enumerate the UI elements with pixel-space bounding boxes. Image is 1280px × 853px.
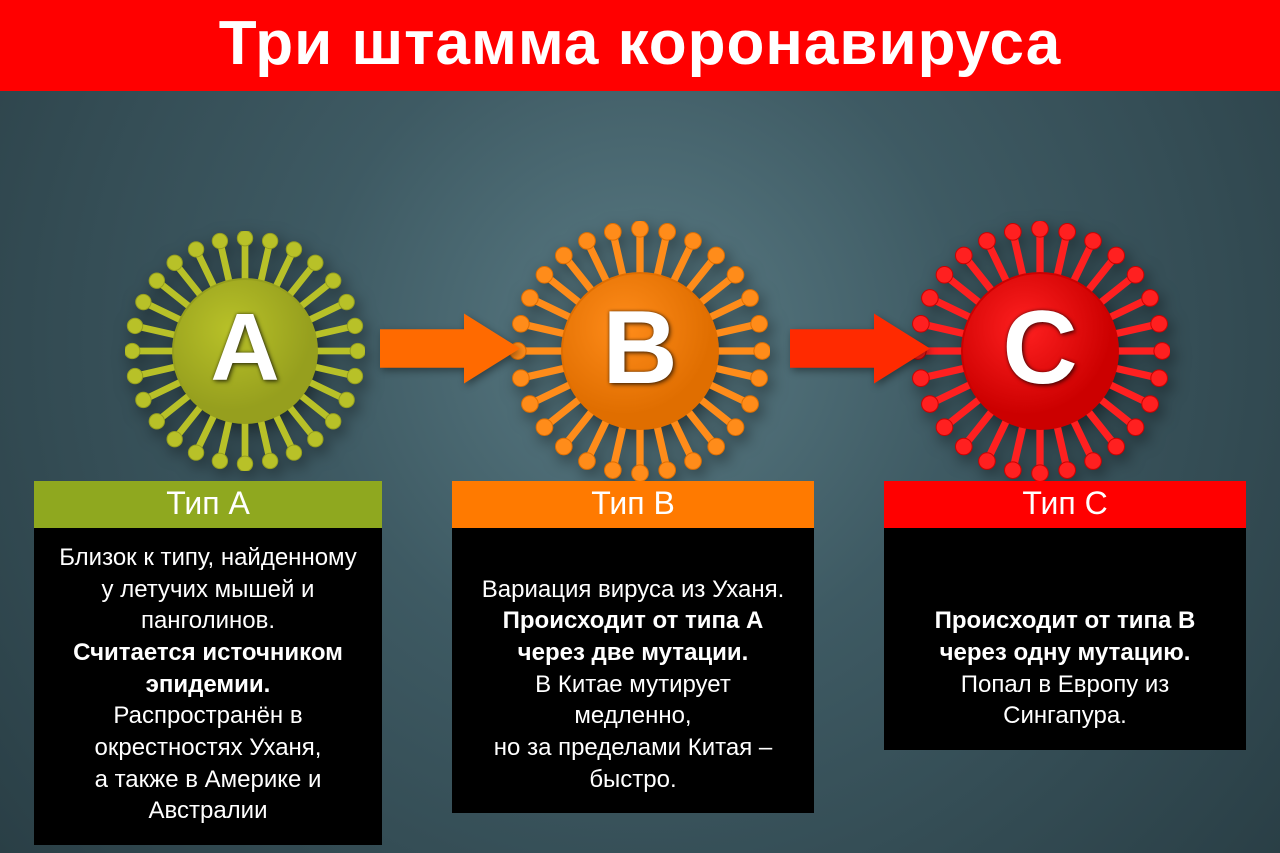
card-line: эпидемии. xyxy=(48,669,368,701)
card-line: Распространён в xyxy=(48,700,368,732)
viruses-row: A B C xyxy=(0,171,1280,531)
card-line: а также в Америке и xyxy=(48,764,368,796)
card-line: Сингапура. xyxy=(898,700,1232,732)
card-header: Тип С xyxy=(884,481,1246,528)
title-text: Три штамма коронавируса xyxy=(219,9,1062,78)
card-line: быстро. xyxy=(466,764,800,796)
arrow-2 xyxy=(790,314,930,389)
virus-b: B xyxy=(510,221,770,481)
card-line: Происходит от типа А xyxy=(466,605,800,637)
card-body: Близок к типу, найденномуу летучих мышей… xyxy=(34,528,382,827)
virus-label-c: C xyxy=(1002,296,1077,406)
virus-label-a: A xyxy=(210,300,279,402)
card-line xyxy=(898,542,1232,574)
card-line: Близок к типу, найденному xyxy=(48,542,368,574)
card-line: окрестностях Уханя, xyxy=(48,732,368,764)
card-type-a: Тип АБлизок к типу, найденномуу летучих … xyxy=(34,481,382,845)
card-header: Тип В xyxy=(452,481,814,528)
card-type-b: Тип В Вариация вируса из Уханя.Происходи… xyxy=(452,481,814,813)
card-body: Вариация вируса из Уханя.Происходит от т… xyxy=(452,528,814,795)
card-line: панголинов. xyxy=(48,605,368,637)
virus-a: A xyxy=(125,231,365,471)
cards-row: Тип АБлизок к типу, найденномуу летучих … xyxy=(0,481,1280,853)
card-line: но за пределами Китая – xyxy=(466,732,800,764)
card-body: Происходит от типа Вчерез одну мутацию.П… xyxy=(884,528,1246,732)
virus-label-b: B xyxy=(602,296,677,406)
card-line: В Китае мутирует xyxy=(466,669,800,701)
virus-c: C xyxy=(910,221,1170,481)
card-line: Австралии xyxy=(48,795,368,827)
card-line: Вариация вируса из Уханя. xyxy=(466,574,800,606)
card-line xyxy=(466,542,800,574)
card-type-c: Тип С Происходит от типа Вчерез одну мут… xyxy=(884,481,1246,750)
card-line: через одну мутацию. xyxy=(898,637,1232,669)
arrow-1 xyxy=(380,314,520,389)
card-line: через две мутации. xyxy=(466,637,800,669)
card-line: Попал в Европу из xyxy=(898,669,1232,701)
card-line: Считается источником xyxy=(48,637,368,669)
card-line xyxy=(898,574,1232,606)
card-line: Происходит от типа В xyxy=(898,605,1232,637)
card-header: Тип А xyxy=(34,481,382,528)
card-line: медленно, xyxy=(466,700,800,732)
card-line: у летучих мышей и xyxy=(48,574,368,606)
title-bar: Три штамма коронавируса xyxy=(0,0,1280,91)
